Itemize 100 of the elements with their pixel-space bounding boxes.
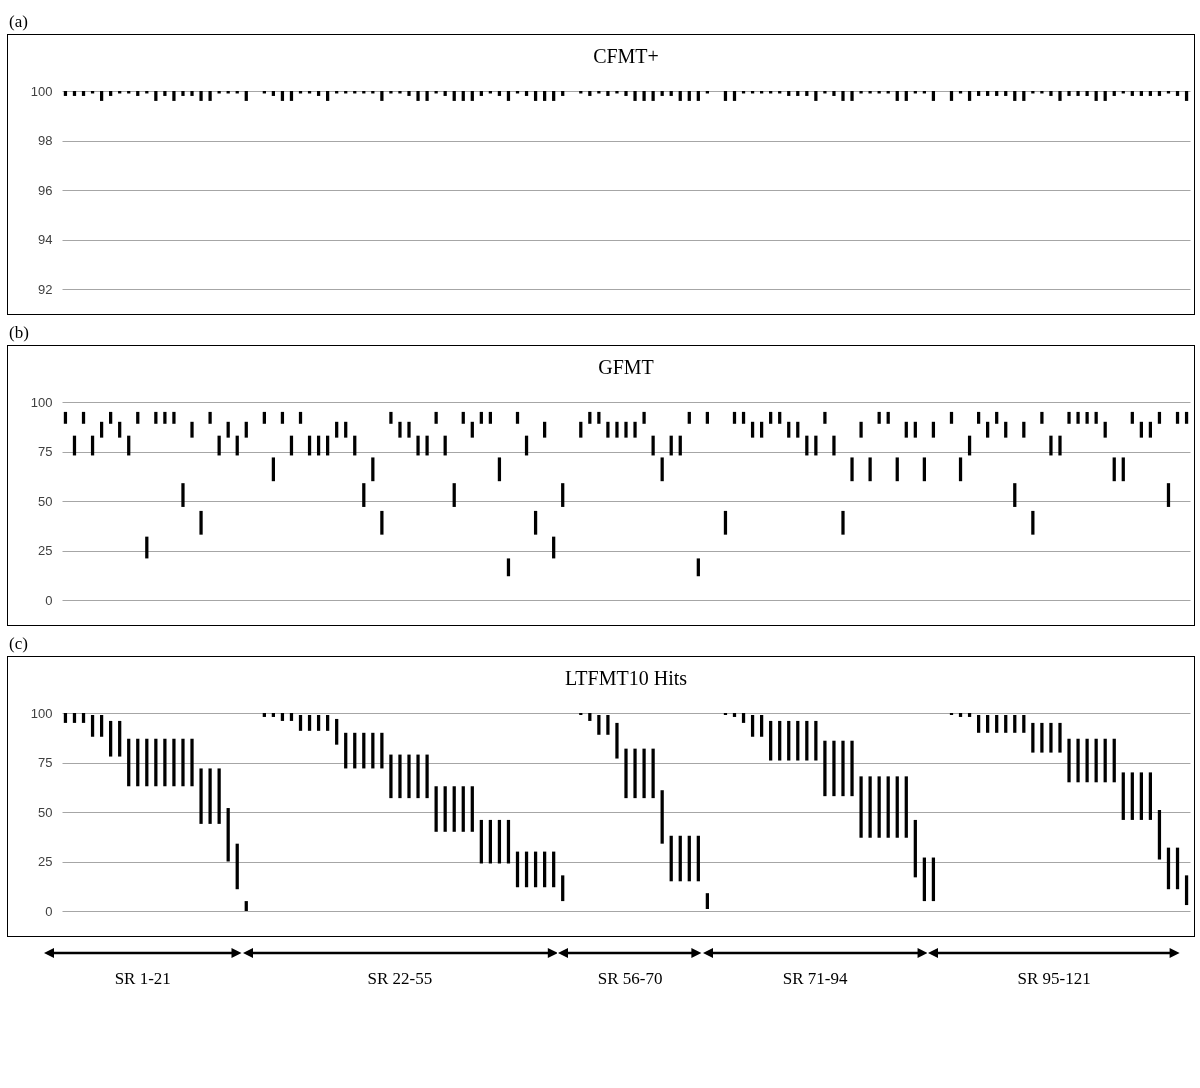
bar: [1085, 411, 1089, 424]
bar: [615, 421, 619, 438]
bar: [199, 510, 203, 535]
y-tick-label: 50: [38, 804, 53, 820]
bar: [976, 714, 981, 733]
bar: [832, 435, 836, 456]
bar: [244, 421, 248, 438]
bar: [696, 835, 700, 882]
bar: [841, 740, 845, 797]
bar: [524, 851, 529, 888]
bar: [814, 720, 818, 761]
y-tick-label: 75: [38, 444, 53, 459]
bar: [109, 720, 113, 757]
y-tick-label: 75: [38, 755, 53, 770]
bar: [913, 819, 917, 878]
bar: [1103, 738, 1107, 783]
bar: [81, 411, 86, 424]
bar: [1013, 714, 1017, 733]
bar: [886, 411, 890, 424]
bar: [280, 411, 285, 424]
bar: [109, 411, 113, 424]
bar: [949, 411, 954, 424]
bar: [280, 713, 285, 721]
text: (a): [9, 11, 29, 33]
bar: [1166, 847, 1171, 890]
bar: [958, 713, 963, 717]
bar: [1175, 847, 1180, 890]
bar: [787, 421, 791, 438]
bar: [705, 411, 709, 424]
bar: [1103, 421, 1107, 438]
bar: [190, 738, 194, 787]
bar: [72, 713, 77, 723]
bar: [1157, 411, 1162, 424]
bar: [181, 738, 185, 787]
bar: [335, 421, 339, 438]
bar: [759, 421, 764, 438]
bar: [687, 835, 691, 882]
bar: [904, 776, 908, 838]
bar: [1058, 722, 1062, 753]
bar: [597, 411, 601, 424]
bar: [986, 714, 990, 733]
bar: [841, 510, 845, 535]
bar: [588, 411, 592, 424]
bar: [226, 808, 230, 862]
text: SR 56-70: [596, 969, 664, 989]
bar: [931, 421, 936, 438]
bar: [208, 411, 212, 424]
text: (c): [9, 633, 29, 655]
bar: [1112, 457, 1116, 482]
bar: [136, 411, 140, 424]
bar: [344, 732, 348, 769]
bar: [307, 714, 312, 731]
bar: [1076, 411, 1080, 424]
bar: [488, 411, 493, 424]
bar: [326, 714, 330, 731]
bar: [380, 732, 384, 769]
bar: [271, 713, 276, 717]
bar: [380, 510, 384, 535]
bar: [976, 411, 981, 424]
bar: [642, 748, 646, 799]
bar: [461, 411, 465, 424]
bar: [895, 776, 899, 838]
bar: [452, 483, 456, 507]
bar: [732, 713, 737, 717]
bar: [226, 421, 230, 438]
bar: [199, 768, 203, 824]
bar: [1031, 722, 1035, 753]
bar: [1049, 722, 1053, 753]
bar: [1013, 483, 1017, 507]
bar: [515, 411, 520, 424]
y-tick-label: 0: [45, 592, 53, 608]
bar: [172, 411, 176, 424]
bar: [1157, 810, 1162, 860]
text: SR 22-55: [366, 969, 434, 989]
bar: [371, 732, 375, 769]
bar: [1112, 738, 1116, 783]
bar: [886, 776, 890, 838]
bar: [877, 776, 881, 838]
bar: [850, 740, 854, 797]
bar: [163, 738, 167, 787]
bar: [371, 457, 375, 482]
bar: [163, 411, 167, 424]
bar: [479, 819, 483, 864]
y-tick-label: 94: [38, 232, 53, 247]
bar: [868, 457, 872, 482]
bar: [552, 851, 556, 888]
text: SR 71-94: [781, 969, 849, 989]
bar: [389, 411, 393, 424]
text: SR 95-121: [1016, 969, 1092, 989]
bar: [904, 421, 908, 438]
bar: [389, 754, 393, 799]
bar: [398, 754, 402, 799]
bar: [606, 421, 610, 438]
bar: [759, 714, 764, 737]
bar: [136, 738, 140, 787]
y-tick-label: 98: [38, 133, 53, 148]
bar: [986, 421, 990, 438]
bar: [732, 411, 737, 424]
bar: [778, 720, 782, 761]
bar: [615, 722, 619, 759]
